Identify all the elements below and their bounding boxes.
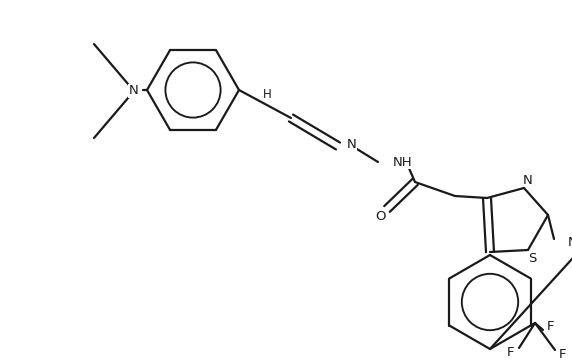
- Text: H: H: [263, 87, 271, 101]
- Text: F: F: [559, 348, 567, 362]
- Text: O: O: [376, 211, 386, 224]
- Text: N: N: [129, 85, 139, 98]
- Text: NH: NH: [568, 236, 572, 249]
- Text: NH: NH: [393, 155, 412, 168]
- Text: F: F: [507, 347, 515, 359]
- Text: F: F: [547, 321, 555, 334]
- Text: N: N: [347, 139, 357, 151]
- Text: S: S: [528, 253, 536, 265]
- Text: N: N: [523, 174, 533, 187]
